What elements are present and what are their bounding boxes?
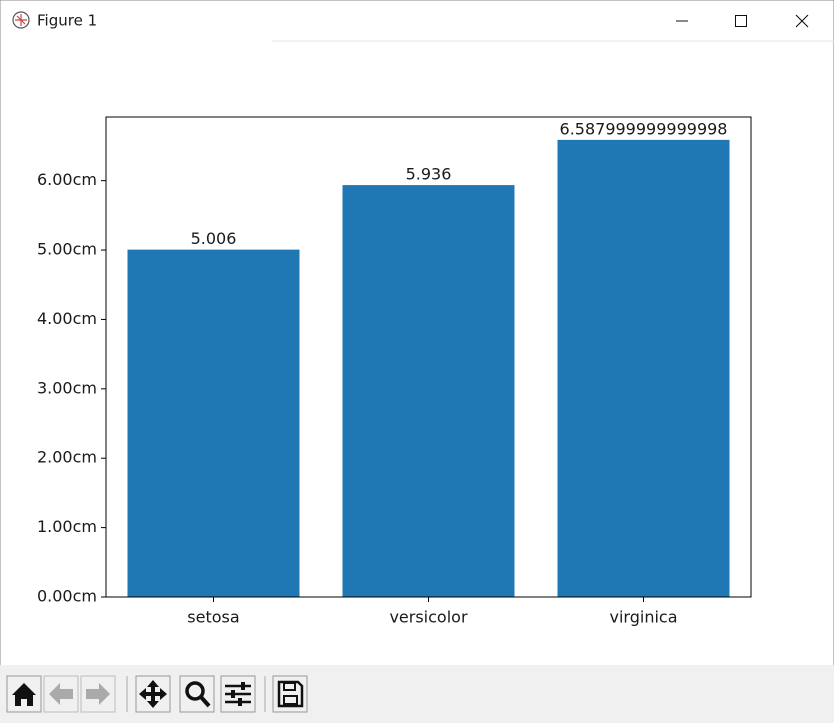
x-tick-label: setosa <box>187 608 239 627</box>
y-tick-label: 1.00cm <box>37 517 97 536</box>
pan-icon <box>139 680 167 708</box>
x-tick-label: versicolor <box>389 608 467 627</box>
maximize-button[interactable] <box>735 15 747 27</box>
title-bar: Figure 1 <box>12 11 834 42</box>
configure-button[interactable] <box>220 675 256 713</box>
axes-frame <box>105 116 752 598</box>
window-title: Figure 1 <box>37 12 97 30</box>
zoom-button[interactable] <box>179 675 215 713</box>
y-tick-label: 4.00cm <box>37 309 97 328</box>
value-label: 6.587999999999998 <box>560 119 728 138</box>
back-button[interactable] <box>43 675 79 713</box>
plot-area: 0.00cm 1.00cm 2.00cm 3.00cm 4.00cm 5.00cm 6.00… <box>37 116 752 627</box>
slider-knob <box>241 682 245 690</box>
app-icon-mark <box>15 14 27 26</box>
zoom-icon-handle <box>199 695 211 708</box>
button-frame <box>179 675 215 713</box>
save-icon-label <box>283 695 298 705</box>
home-icon <box>12 683 36 706</box>
pan-button[interactable] <box>135 675 171 713</box>
y-tick-label: 2.00cm <box>37 448 97 467</box>
y-tick-label: 6.00cm <box>37 170 97 189</box>
forward-button[interactable] <box>80 675 116 713</box>
slider-knob <box>231 690 235 698</box>
toolbar-background <box>0 665 834 723</box>
y-tick-label: 0.00cm <box>37 587 97 606</box>
forward-icon <box>86 683 110 705</box>
bar <box>127 249 300 597</box>
close-button[interactable] <box>795 14 809 28</box>
x-tick-label: virginica <box>610 608 678 627</box>
save-icon-shutter <box>283 682 296 691</box>
save-button[interactable] <box>272 675 308 713</box>
bar <box>342 185 515 597</box>
back-icon <box>49 683 73 705</box>
y-tick-label: 3.00cm <box>37 378 97 397</box>
toolbar <box>0 665 834 723</box>
value-label: 5.006 <box>191 229 237 248</box>
value-label: 5.936 <box>406 165 452 184</box>
bar <box>557 139 730 597</box>
y-tick-label: 5.00cm <box>37 240 97 259</box>
slider-knob <box>238 698 242 706</box>
zoom-icon <box>185 681 205 701</box>
home-button[interactable] <box>6 675 42 713</box>
